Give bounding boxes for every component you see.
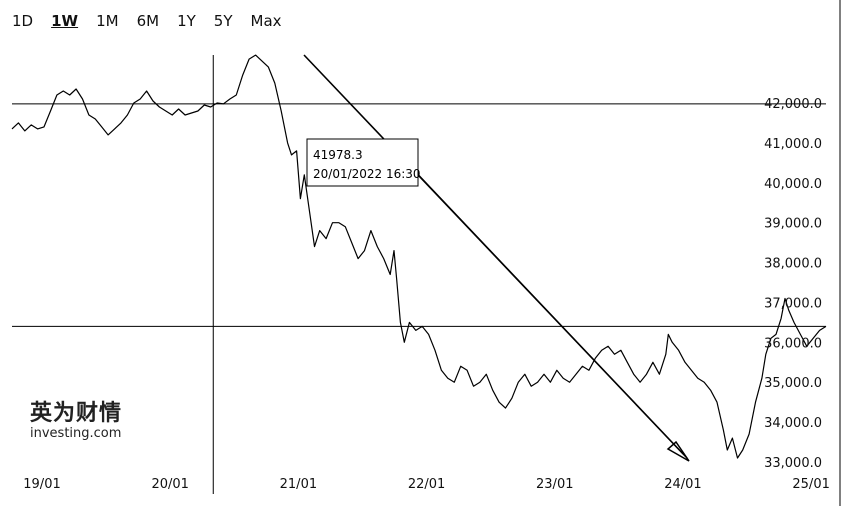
x-tick-label: 22/01	[408, 477, 445, 492]
series-line-0	[11, 54, 827, 459]
x-axis: 19/01 20/01 21/01 22/01 23/01 24/01 25/01	[23, 477, 830, 492]
y-axis: 42,000.0 41,000.0 40,000.0 39,000.0 38,000.0…	[764, 97, 822, 471]
timeframe-tabs: 1D 1W 1M 6M 1Y 5Y Max	[12, 12, 300, 30]
y-tick-label: 38,000.0	[764, 257, 822, 272]
tab-6m[interactable]: 6M	[136, 12, 160, 30]
tab-1m[interactable]: 1M	[96, 12, 119, 30]
trend-arrow-head	[666, 440, 690, 462]
x-tick-label: 20/01	[151, 477, 188, 492]
x-tick-label: 21/01	[280, 477, 317, 492]
trend-arrow	[303, 54, 690, 462]
tooltip-datetime: 20/01/2022 16:30	[313, 167, 421, 181]
reference-lines	[12, 0, 841, 506]
price-series	[11, 54, 827, 459]
tooltip-value: 41978.3	[313, 148, 363, 162]
y-tick-label: 42,000.0	[764, 97, 822, 112]
y-tick-label: 34,000.0	[764, 416, 822, 431]
watermark-line2: investing.com	[30, 426, 121, 441]
y-tick-label: 39,000.0	[764, 217, 822, 232]
watermark-logo: 英为财情 investing.com	[30, 400, 122, 441]
y-tick-label: 36,000.0	[764, 336, 822, 351]
tab-1d[interactable]: 1D	[12, 12, 34, 30]
x-tick-label: 24/01	[664, 477, 701, 492]
watermark-line1: 英为财情	[30, 400, 122, 426]
y-tick-label: 35,000.0	[764, 376, 822, 391]
y-tick-label: 33,000.0	[764, 456, 822, 471]
tab-max[interactable]: Max	[250, 12, 282, 30]
y-tick-label: 37,000.0	[764, 296, 822, 311]
y-tick-label: 40,000.0	[764, 177, 822, 192]
x-tick-label: 19/01	[23, 477, 60, 492]
tab-1w[interactable]: 1W	[51, 12, 79, 30]
x-tick-label: 23/01	[536, 477, 573, 492]
tab-1y[interactable]: 1Y	[177, 12, 196, 30]
tooltip: 41978.3 20/01/2022 16:30	[306, 138, 421, 187]
y-tick-label: 41,000.0	[764, 137, 822, 152]
trend-arrow-line-inner	[394, 149, 684, 455]
tooltip-box	[306, 138, 419, 187]
x-tick-label: 25/01	[792, 477, 829, 492]
tab-5y[interactable]: 5Y	[213, 12, 233, 30]
